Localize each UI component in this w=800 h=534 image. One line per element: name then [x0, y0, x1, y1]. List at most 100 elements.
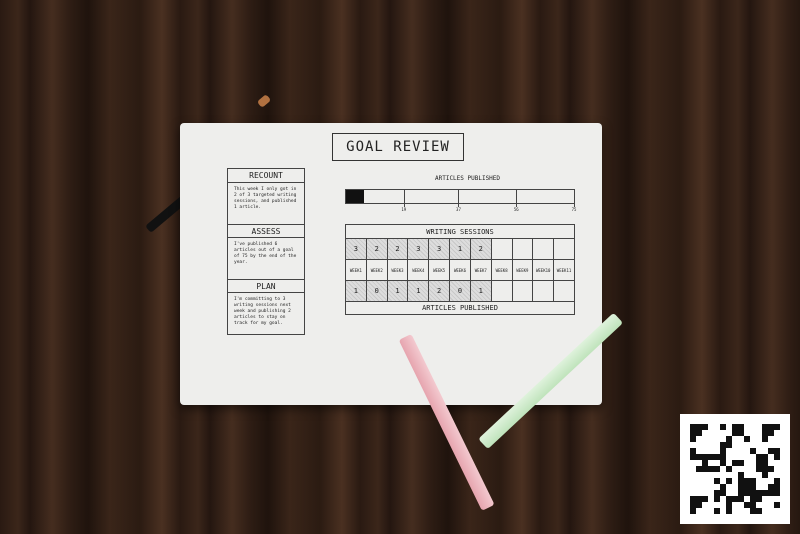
qr-module: [702, 472, 708, 478]
qr-module: [714, 472, 720, 478]
week-word: WEEK: [349, 267, 360, 273]
qr-module: [744, 490, 750, 496]
qr-module: [756, 496, 762, 502]
qr-module: [756, 460, 762, 466]
qr-module: [696, 472, 702, 478]
qr-module: [702, 424, 708, 430]
qr-module: [738, 436, 744, 442]
qr-module: [702, 436, 708, 442]
articles-cell: 0: [450, 281, 471, 301]
qr-module: [702, 508, 708, 514]
week-number: 9: [526, 267, 529, 273]
week-number: 5: [442, 267, 446, 273]
qr-module: [762, 442, 768, 448]
qr-module: [762, 472, 768, 478]
articles-cell: 1: [387, 281, 409, 301]
qr-module: [750, 466, 756, 472]
qr-module: [696, 466, 702, 472]
qr-module: [744, 436, 750, 442]
progress-tick-label: 19: [401, 207, 407, 212]
qr-module: [732, 490, 738, 496]
qr-module: [696, 484, 702, 490]
qr-module: [756, 466, 762, 472]
weeks-cell: WEEK 3: [388, 260, 409, 280]
qr-module: [744, 466, 750, 472]
articles-progress-bar: 19 37 56 75: [345, 189, 576, 212]
weeks-cell: WEEK 8: [492, 260, 513, 280]
qr-module: [744, 472, 750, 478]
sessions-cell: [513, 239, 534, 259]
qr-module: [702, 448, 708, 454]
qr-module: [738, 460, 744, 466]
articles-cell: [554, 281, 574, 301]
qr-module: [720, 502, 726, 508]
qr-module: [690, 478, 696, 484]
qr-module: [756, 508, 762, 514]
qr-module: [774, 454, 780, 460]
qr-module: [738, 490, 744, 496]
qr-module: [708, 508, 714, 514]
qr-module: [732, 442, 738, 448]
qr-module: [768, 508, 774, 514]
qr-module: [756, 454, 762, 460]
qr-module: [750, 502, 756, 508]
qr-module: [702, 430, 708, 436]
qr-module: [720, 454, 726, 460]
qr-module: [738, 430, 744, 436]
week-number: 11: [566, 267, 572, 273]
progress-tick: [574, 190, 575, 207]
qr-module: [714, 424, 720, 430]
qr-module: [720, 472, 726, 478]
qr-module: [738, 472, 744, 478]
qr-module: [714, 430, 720, 436]
qr-module: [762, 436, 768, 442]
qr-module: [702, 466, 708, 472]
qr-module: [690, 436, 696, 442]
articles-cell: [513, 281, 534, 301]
qr-module: [708, 472, 714, 478]
review-sections: RECOUNT This week I only got in 2 of 3 t…: [227, 168, 305, 335]
qr-module: [708, 478, 714, 484]
qr-module: [768, 472, 774, 478]
qr-module: [756, 448, 762, 454]
qr-module: [714, 508, 720, 514]
weeks-row: WEEK 1 WEEK 2 WEEK 3 WEEK 4 WEEK 5 WEEK 6 WEEK 7 WEEK 8…: [346, 260, 574, 281]
week-number: 4: [421, 267, 425, 273]
weeks-cell: WEEK 9: [513, 260, 534, 280]
qr-module: [726, 460, 732, 466]
qr-module: [690, 448, 696, 454]
articles-cell: 1: [346, 281, 367, 301]
qr-module: [696, 448, 702, 454]
qr-module: [720, 430, 726, 436]
qr-module: [762, 502, 768, 508]
qr-module: [750, 478, 756, 484]
qr-module: [750, 508, 756, 514]
qr-module: [762, 466, 768, 472]
qr-module: [744, 460, 750, 466]
qr-module: [756, 442, 762, 448]
qr-module: [744, 496, 750, 502]
qr-module: [714, 478, 720, 484]
qr-module: [696, 424, 702, 430]
qr-module: [768, 496, 774, 502]
qr-module: [714, 496, 720, 502]
weeks-cell: WEEK 6: [450, 260, 471, 280]
articles-cell: 2: [429, 281, 451, 301]
qr-module: [732, 496, 738, 502]
qr-module: [756, 502, 762, 508]
week-word: WEEK: [412, 267, 422, 273]
qr-module: [744, 508, 750, 514]
week-word: WEEK: [535, 267, 546, 273]
qr-module: [690, 490, 696, 496]
qr-module: [774, 508, 780, 514]
progress-tick-label: 56: [513, 207, 519, 212]
qr-module: [762, 454, 768, 460]
qr-module: [696, 436, 702, 442]
qr-module: [714, 484, 720, 490]
qr-module: [708, 490, 714, 496]
qr-module: [768, 502, 774, 508]
qr-module: [726, 448, 732, 454]
qr-module: [738, 466, 744, 472]
qr-module: [708, 436, 714, 442]
qr-module: [696, 442, 702, 448]
